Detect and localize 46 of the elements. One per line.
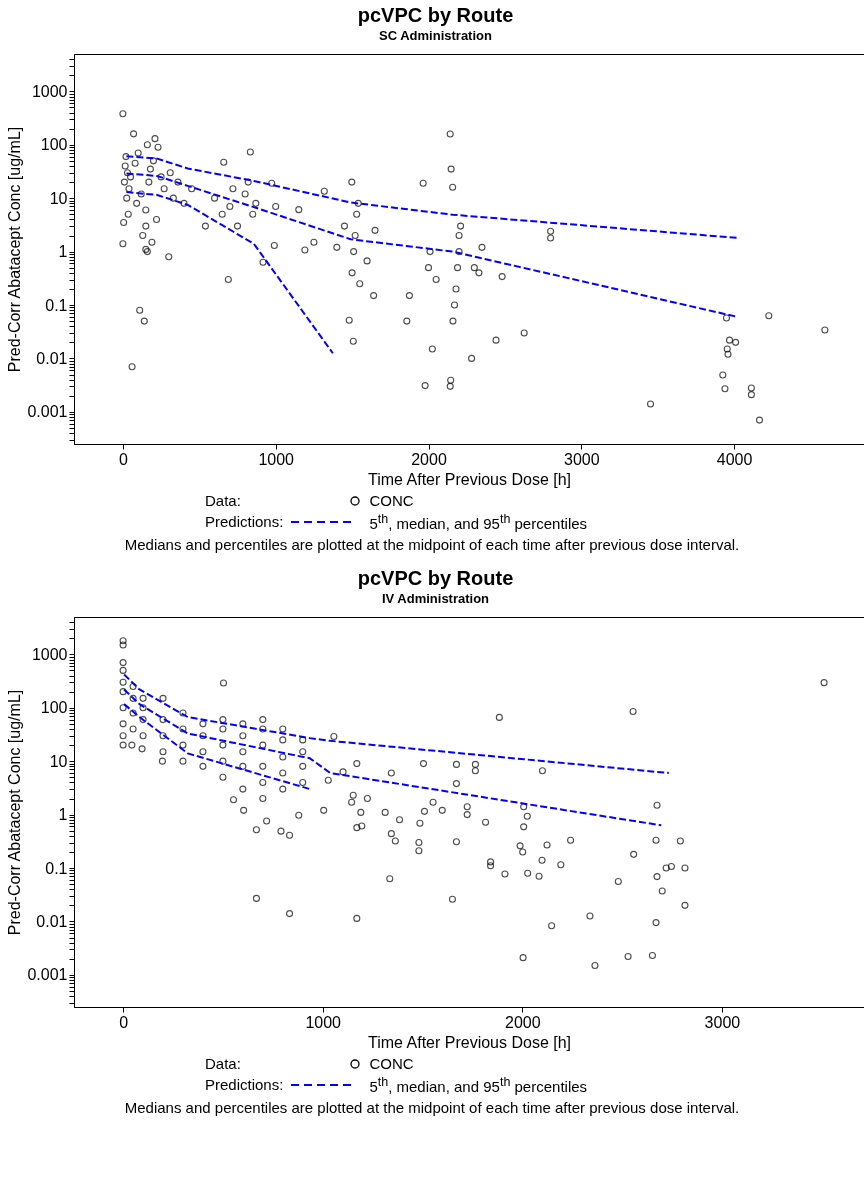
x-tick-label: 3000: [564, 450, 600, 468]
text: Predictions:: [205, 512, 284, 531]
line-series: [125, 155, 740, 239]
text: Medians and percentiles are plotted at the midpoint of each time after previous dose interval.: [123, 1099, 741, 1116]
y-tick-label: 1: [58, 806, 68, 824]
x-tick-label: 4000: [716, 450, 753, 468]
x-tick-label: 2000: [411, 450, 447, 468]
line-series: [123, 703, 311, 791]
legend-label: CONC: [369, 1054, 414, 1073]
y-tick-label: 0.01: [36, 349, 68, 367]
y-tick-label: 1000: [31, 82, 68, 100]
line-series: [123, 673, 670, 775]
line-series: [123, 688, 663, 827]
y-tick-label: 0.1: [45, 296, 68, 314]
y-tick-label: 0.001: [27, 403, 68, 421]
x-axis-title: Time After Previous Dose [h]: [367, 470, 572, 488]
y-tick-label: 100: [40, 136, 68, 154]
y-tick-label: 0.01: [36, 912, 68, 930]
y-tick-label: 0.1: [45, 859, 68, 877]
y-tick-label: 1000: [31, 645, 68, 663]
y-tick-label: 100: [40, 699, 68, 717]
chart-subtitle: SC Administration: [379, 28, 492, 44]
x-tick-label: 0: [119, 1013, 129, 1031]
y-tick-label: 1: [58, 243, 68, 261]
line-series: [125, 191, 334, 355]
text: Predictions:: [205, 1075, 284, 1094]
x-axis-title: Time After Previous Dose [h]: [367, 1033, 572, 1051]
chart-title: pcVPC by Route: [357, 4, 514, 27]
legend-label: 5$^{th}$, median, and 95$^{th}$ percentiles: [369, 1074, 588, 1096]
x-tick-label: 1000: [305, 1013, 342, 1031]
x-tick-label: 3000: [704, 1013, 741, 1031]
legend-label: 5$^{th}$, median, and 95$^{th}$ percentiles: [369, 511, 588, 533]
y-axis-title: Pred-Corr Abatacept Conc [ug/mL]: [6, 126, 24, 373]
text: Data:: [205, 1054, 241, 1073]
x-tick-label: 0: [118, 450, 128, 468]
y-tick-label: 10: [49, 752, 68, 770]
x-tick-label: 1000: [258, 450, 295, 468]
y-tick-label: 0.001: [27, 966, 68, 984]
text: Data:: [205, 491, 241, 510]
y-tick-label: 10: [49, 189, 68, 207]
chart-subtitle: IV Administration: [381, 591, 490, 607]
y-axis-title: Pred-Corr Abatacept Conc [ug/mL]: [6, 689, 24, 936]
text: Medians and percentiles are plotted at the midpoint of each time after previous dose interval.: [123, 536, 741, 553]
x-tick-label: 2000: [505, 1013, 541, 1031]
chart-title: pcVPC by Route: [357, 567, 514, 590]
legend-label: CONC: [369, 491, 414, 510]
